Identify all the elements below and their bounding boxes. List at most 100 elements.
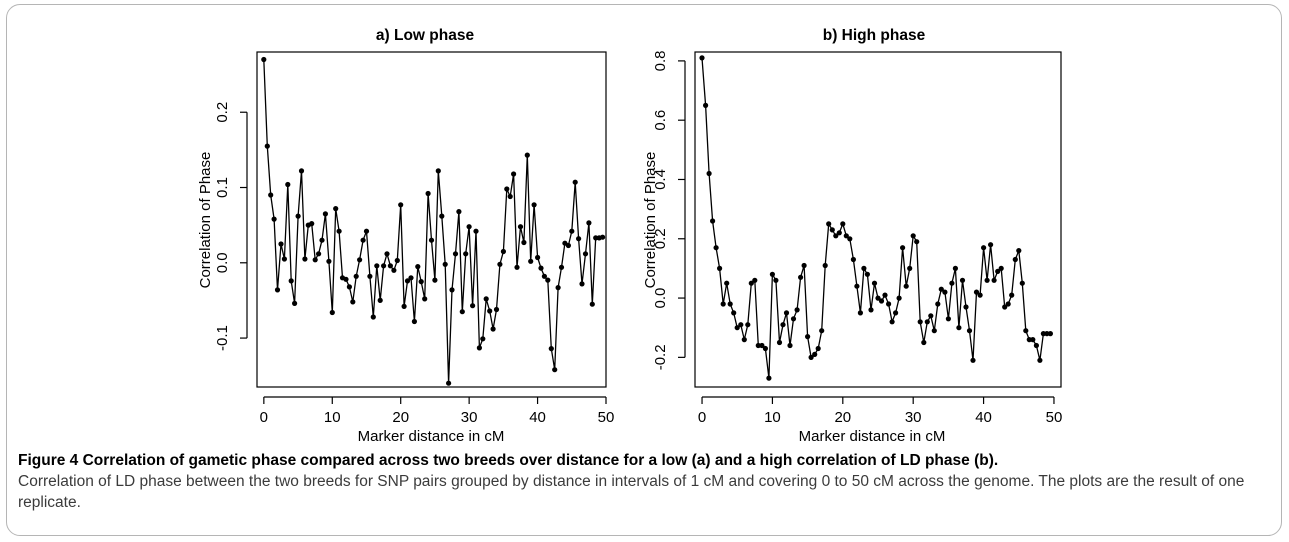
data-point — [319, 237, 325, 243]
data-points — [261, 56, 606, 386]
data-point — [988, 242, 994, 248]
data-point — [401, 303, 407, 309]
data-point — [724, 280, 730, 286]
data-point — [582, 251, 589, 257]
data-point — [507, 193, 513, 200]
series-line — [263, 59, 603, 384]
caption-label: Figure 4 — [18, 452, 79, 469]
data-point — [357, 257, 363, 263]
x-tick-label: 30 — [905, 409, 922, 426]
data-point — [882, 292, 888, 298]
data-point — [928, 313, 934, 319]
data-point — [449, 287, 455, 293]
x-tick-label: 0 — [698, 409, 706, 426]
data-point — [363, 228, 370, 234]
data-point — [977, 292, 983, 298]
data-point — [998, 265, 1004, 271]
data-point — [1037, 357, 1043, 363]
data-point — [938, 286, 944, 292]
data-point — [558, 264, 565, 270]
data-point — [384, 251, 390, 257]
data-point — [755, 342, 761, 349]
data-point — [864, 271, 870, 277]
data-point — [854, 283, 860, 289]
data-point — [346, 284, 352, 290]
data-point — [541, 273, 548, 279]
data-point — [329, 309, 335, 316]
data-point — [493, 306, 500, 313]
data-point — [981, 245, 987, 251]
data-point — [264, 143, 270, 149]
x-axis: 0 10 20 30 40 50 — [260, 396, 614, 426]
data-point — [900, 245, 906, 251]
y-axis: -0.1 0.0 0.1 0.2 — [214, 102, 248, 351]
data-point — [1019, 280, 1025, 286]
data-point — [903, 283, 909, 289]
data-point — [995, 268, 1001, 274]
data-point — [935, 301, 941, 307]
data-point — [991, 277, 997, 283]
data-point — [896, 295, 902, 301]
data-point — [487, 308, 493, 314]
data-point — [861, 265, 867, 271]
data-point — [1012, 256, 1018, 263]
data-point — [914, 239, 920, 245]
data-point — [517, 224, 524, 230]
data-point — [377, 297, 383, 303]
data-point — [353, 273, 359, 279]
chart-title: b) High phase — [823, 27, 926, 44]
data-point — [555, 285, 561, 291]
data-point — [706, 170, 712, 177]
data-point — [840, 221, 846, 227]
data-point — [316, 251, 322, 257]
data-point — [766, 375, 772, 381]
data-point — [497, 261, 503, 267]
data-point — [463, 251, 469, 257]
data-point — [521, 239, 527, 246]
data-point — [387, 263, 393, 269]
data-point — [404, 278, 411, 284]
data-point — [949, 280, 955, 286]
data-point — [514, 264, 520, 270]
data-point — [391, 267, 397, 273]
data-point — [326, 258, 332, 264]
data-point — [843, 233, 849, 239]
data-point — [524, 152, 530, 158]
data-point — [415, 264, 421, 270]
data-point — [713, 245, 719, 251]
data-point — [476, 345, 482, 351]
data-point — [907, 265, 913, 271]
data-point — [572, 179, 578, 185]
x-tick-label: 50 — [1046, 409, 1063, 426]
data-point — [819, 328, 825, 334]
data-point — [428, 237, 435, 243]
data-point — [274, 287, 281, 293]
data-point — [370, 314, 376, 320]
data-point — [868, 307, 874, 313]
data-point — [418, 279, 424, 285]
y-tick-label: -0.1 — [214, 325, 231, 351]
data-point — [528, 258, 534, 264]
data-point — [956, 325, 962, 331]
chart-low-phase: a) Low phase 0 10 20 30 40 50 -0.1 0.0 0.1 0.2 M… — [197, 27, 614, 445]
data-point — [886, 301, 892, 307]
data-point — [783, 310, 790, 316]
data-point — [411, 318, 417, 325]
data-point — [776, 339, 783, 346]
data-point — [360, 237, 366, 243]
data-point — [801, 262, 807, 269]
x-tick-label: 10 — [324, 409, 341, 426]
data-point — [917, 319, 923, 325]
x-axis-label: Marker distance in cM — [799, 428, 946, 445]
data-point — [288, 278, 294, 284]
data-point — [298, 168, 305, 174]
data-point — [780, 322, 786, 328]
data-point — [422, 296, 428, 302]
series-line — [701, 57, 1051, 379]
data-point — [531, 202, 537, 208]
data-point — [1016, 248, 1022, 254]
x-tick-label: 20 — [392, 409, 409, 426]
x-tick-label: 10 — [764, 409, 781, 426]
data-points — [699, 55, 1053, 381]
data-point — [826, 221, 832, 227]
